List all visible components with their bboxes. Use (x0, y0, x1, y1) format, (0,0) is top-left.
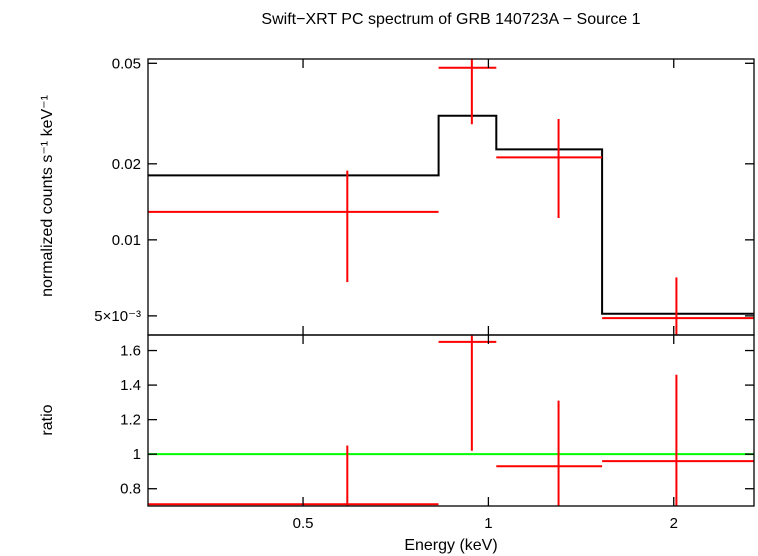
y-tick-label: 1.4 (120, 377, 141, 394)
data-point (602, 277, 754, 335)
data-point (438, 59, 497, 125)
ratio-frame (147, 334, 755, 507)
data-point (148, 170, 439, 283)
ratio-x-ticks (302, 335, 675, 506)
x-tick-label: 1 (484, 515, 492, 532)
model-step-line (148, 114, 754, 315)
y-tick-label: 0.02 (112, 156, 141, 173)
y-tick-label: 1.2 (120, 412, 141, 429)
ratio-data (148, 335, 754, 506)
data-point (602, 374, 754, 506)
spectrum-frame (147, 58, 755, 336)
ratio-panel: 0.8 1 1.2 1.4 1.6 ratio (39, 334, 755, 507)
ratio-y-ticks: 0.8 1 1.2 1.4 1.6 (120, 343, 754, 498)
y-tick-label: 1.6 (120, 343, 141, 360)
spectrum-y-ticks: 0.05 0.02 0.01 5×10⁻³ (94, 55, 754, 325)
chart-title: Swift−XRT PC spectrum of GRB 140723A − S… (261, 11, 640, 28)
data-point (496, 400, 603, 506)
data-point (496, 118, 603, 219)
x-tick-label: 2 (670, 515, 678, 532)
y-tick-label: 0.01 (112, 232, 141, 249)
spectrum-data (148, 59, 754, 335)
y-tick-label: 0.05 (112, 55, 141, 72)
x-tick-label: 0.5 (293, 515, 314, 532)
spectrum-y-label: normalized counts s⁻¹ keV⁻¹ (39, 95, 56, 297)
spectrum-model (148, 114, 754, 315)
spectrum-x-ticks (302, 59, 675, 335)
data-point (438, 335, 497, 451)
y-tick-label: 0.8 (120, 481, 141, 498)
x-tick-labels: 0.5 1 2 (293, 515, 678, 532)
data-point (148, 445, 439, 506)
y-tick-label: 5×10⁻³ (94, 308, 141, 325)
x-axis-label: Energy (keV) (404, 537, 497, 554)
y-tick-label: 1 (133, 446, 141, 463)
ratio-y-label: ratio (39, 404, 56, 435)
spectrum-panel: 0.05 0.02 0.01 5×10⁻³ normalized counts s⁻¹… (39, 55, 755, 336)
